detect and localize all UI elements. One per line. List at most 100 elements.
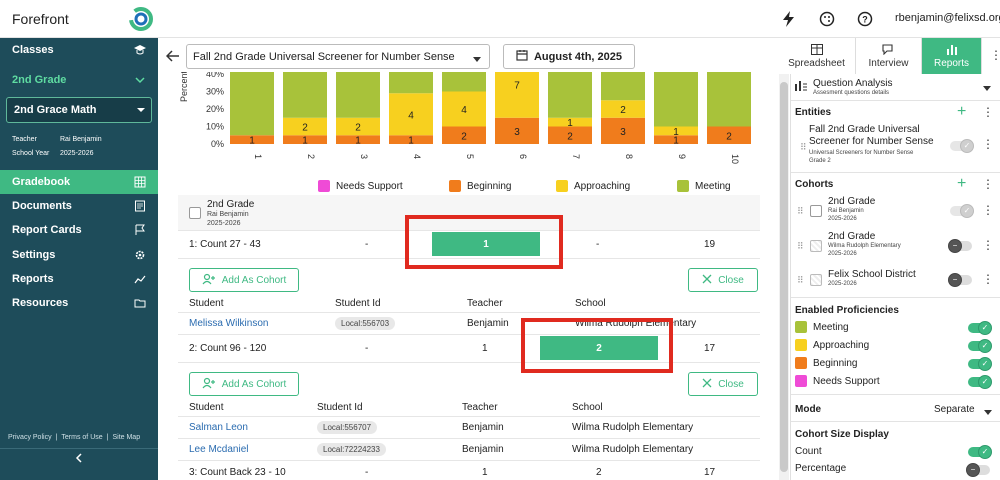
bar-segment-meeting[interactable] <box>548 72 592 118</box>
cohort-toggle[interactable]: − <box>948 239 972 253</box>
bar-segment-beginning[interactable] <box>336 135 380 144</box>
check-icon: ✓ <box>978 321 992 335</box>
more-menu-icon[interactable]: ⋮ <box>990 48 1000 62</box>
bar-segment-meeting[interactable] <box>654 72 698 127</box>
more-menu-icon[interactable]: ⋮ <box>982 177 994 191</box>
sidebar-item-resources[interactable]: Resources <box>0 291 158 315</box>
assessment-select[interactable]: Fall 2nd Grade Universal Screener for Nu… <box>186 44 490 69</box>
cohort-checkbox[interactable] <box>810 240 822 252</box>
bar-segment-beginning[interactable] <box>389 135 433 144</box>
sidebar-item-grade[interactable]: 2nd Grade <box>0 68 158 92</box>
caret-down-icon[interactable] <box>984 407 992 419</box>
proficiency-toggle[interactable]: ✓ <box>968 321 992 335</box>
tab-reports[interactable]: Reports <box>922 38 982 74</box>
bar-segment-approaching[interactable] <box>283 117 327 136</box>
bar-segment-approaching[interactable] <box>336 117 380 136</box>
user-email[interactable]: rbenjamin@felixsd.org <box>895 12 1000 24</box>
bar-segment-meeting[interactable] <box>230 72 274 136</box>
table-row[interactable]: Melissa Wilkinson Local:556703 Benjamin … <box>178 313 760 335</box>
add-cohort-icon[interactable]: + <box>957 175 967 192</box>
cohort-checkbox[interactable] <box>810 274 822 286</box>
bar-segment-beginning[interactable] <box>230 135 274 144</box>
more-menu-icon[interactable]: ⋮ <box>982 105 994 119</box>
caret-down-icon[interactable] <box>983 83 991 95</box>
help-icon[interactable]: ? <box>856 10 874 28</box>
student-name[interactable]: Melissa Wilkinson <box>189 318 269 329</box>
terms-link[interactable]: Terms of Use <box>61 434 103 441</box>
sitemap-link[interactable]: Site Map <box>112 434 141 441</box>
scrollbar-thumb[interactable] <box>780 82 788 472</box>
privacy-link[interactable]: Privacy Policy <box>8 434 52 441</box>
proficiency-toggle[interactable]: ✓ <box>968 375 992 389</box>
drag-handle-icon[interactable]: ⠿ <box>797 275 804 285</box>
tab-spreadsheet[interactable]: Spreadsheet <box>778 38 856 74</box>
collapse-icon[interactable] <box>74 452 84 467</box>
table-row[interactable]: Salman Leon Local:556707 Benjamin Wilma … <box>178 417 760 439</box>
question-analysis-title[interactable]: Question Analysis <box>813 78 893 89</box>
add-cohort-button[interactable]: Add As Cohort <box>189 268 299 292</box>
cohort-checkbox[interactable] <box>189 207 201 219</box>
palette-icon[interactable] <box>818 10 836 28</box>
student-name[interactable]: Lee Mcdaniel <box>189 444 249 455</box>
more-menu-icon[interactable]: ⋮ <box>982 272 994 286</box>
cohort-checkbox[interactable] <box>810 205 822 217</box>
close-button[interactable]: Close <box>688 372 758 396</box>
table-row[interactable]: Lee Mcdaniel Local:72224233 Benjamin Wil… <box>178 439 760 461</box>
sidebar-item-report-cards[interactable]: Report Cards <box>0 218 158 242</box>
bar-segment-approaching[interactable] <box>495 72 539 118</box>
class-select[interactable]: 2nd Grace Math <box>6 97 152 123</box>
bar-segment-meeting[interactable] <box>283 72 327 118</box>
bar-segment-meeting[interactable] <box>389 72 433 94</box>
bar-segment-beginning[interactable] <box>707 126 751 145</box>
sidebar-item-reports[interactable]: Reports <box>0 267 158 291</box>
count-toggle[interactable]: ✓ <box>968 445 992 459</box>
student-name[interactable]: Salman Leon <box>189 422 248 433</box>
sidebar-item-documents[interactable]: Documents <box>0 194 158 218</box>
add-entity-icon[interactable]: + <box>957 103 967 120</box>
sidebar-item-settings[interactable]: Settings <box>0 243 158 267</box>
cohort-toggle[interactable]: ✓ <box>950 204 974 218</box>
bar-segment-approaching[interactable] <box>548 117 592 127</box>
group-row[interactable]: 3: Count Back 23 - 10 - 1 2 17 <box>178 461 760 480</box>
drag-handle-icon[interactable]: ⠿ <box>797 241 804 251</box>
bar-segment-beginning[interactable] <box>654 135 698 144</box>
bar-segment-beginning[interactable] <box>283 135 327 144</box>
drag-handle-icon[interactable]: ⠿ <box>800 142 807 152</box>
bar-segment-meeting[interactable] <box>601 72 645 101</box>
group-bar[interactable]: 2 <box>540 336 658 360</box>
proficiency-toggle[interactable]: ✓ <box>968 339 992 353</box>
bar-segment-meeting[interactable] <box>442 72 486 92</box>
group-bar[interactable]: 1 <box>432 232 540 256</box>
bar-segment-meeting[interactable] <box>707 72 751 127</box>
more-menu-icon[interactable]: ⋮ <box>982 137 994 151</box>
bar-segment-beginning[interactable] <box>548 126 592 145</box>
close-button[interactable]: Close <box>688 268 758 292</box>
drag-handle-icon[interactable]: ⠿ <box>797 206 804 216</box>
lightning-icon[interactable] <box>780 10 798 28</box>
tab-label: Spreadsheet <box>788 57 845 69</box>
bar-segment-approaching[interactable] <box>389 93 433 136</box>
bar-segment-meeting[interactable] <box>336 72 380 118</box>
proficiency-toggle[interactable]: ✓ <box>968 357 992 371</box>
bar-segment-beginning[interactable] <box>495 117 539 144</box>
group-row[interactable]: 2: Count 96 - 120 - 1 2 17 <box>178 335 760 363</box>
tab-interview[interactable]: Interview <box>856 38 922 74</box>
year-value: 2025-2026 <box>60 150 94 157</box>
back-arrow-icon[interactable] <box>165 50 180 65</box>
bar-segment-approaching[interactable] <box>654 126 698 136</box>
sidebar-item-gradebook[interactable]: Gradebook <box>0 170 158 194</box>
entity-toggle[interactable]: ✓ <box>950 139 974 153</box>
more-menu-icon[interactable]: ⋮ <box>982 203 994 217</box>
bar-segment-approaching[interactable] <box>601 100 645 118</box>
bar-segment-approaching[interactable] <box>442 91 486 127</box>
add-cohort-button[interactable]: Add As Cohort <box>189 372 299 396</box>
percentage-toggle[interactable]: − <box>966 463 990 477</box>
more-menu-icon[interactable]: ⋮ <box>982 238 994 252</box>
mode-select[interactable]: Separate <box>934 404 975 415</box>
bar-segment-beginning[interactable] <box>601 117 645 144</box>
cohort-toggle[interactable]: − <box>948 273 972 287</box>
sidebar-item-classes[interactable]: Classes <box>0 38 158 62</box>
bar-segment-beginning[interactable] <box>442 126 486 145</box>
date-button[interactable]: August 4th, 2025 <box>503 44 635 69</box>
group-row[interactable]: 1: Count 27 - 43 - 1 - 19 <box>178 231 760 259</box>
